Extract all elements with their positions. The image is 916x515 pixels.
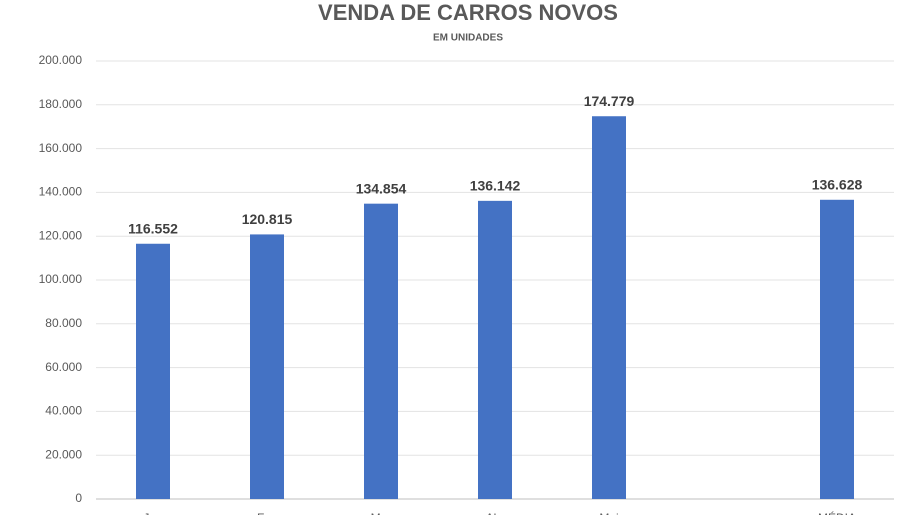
x-tick-label: Fev — [257, 511, 277, 515]
y-tick-label: 160.000 — [39, 141, 83, 155]
value-label: 134.854 — [356, 180, 407, 196]
x-tick-label: Mar — [371, 511, 392, 515]
y-tick-label: 60.000 — [45, 360, 82, 374]
x-tick-label: Mai — [599, 511, 618, 515]
y-tick-label: 40.000 — [45, 404, 82, 418]
y-tick-label: 200.000 — [39, 53, 83, 67]
y-tick-label: 180.000 — [39, 97, 83, 111]
bar — [592, 116, 626, 499]
bar — [364, 203, 398, 499]
y-tick-label: 120.000 — [39, 228, 83, 242]
y-tick-label: 80.000 — [45, 316, 82, 330]
chart-title: VENDA DE CARROS NOVOS — [318, 0, 618, 25]
value-label: 136.142 — [470, 178, 521, 194]
y-tick-label: 0 — [75, 491, 82, 505]
bar — [136, 243, 170, 499]
chart-subtitle: EM UNIDADES — [433, 33, 503, 44]
value-label: 136.628 — [812, 176, 863, 192]
bar — [250, 234, 284, 499]
x-tick-label: MÉDIA — [818, 510, 856, 515]
value-label: 116.552 — [128, 220, 178, 236]
x-tick-label: Jan — [143, 511, 162, 515]
x-tick-label: Abr — [486, 511, 505, 515]
bar — [478, 200, 512, 500]
y-tick-label: 100.000 — [39, 272, 83, 286]
value-label: 120.815 — [242, 211, 293, 227]
bar — [820, 199, 854, 500]
y-tick-label: 140.000 — [39, 185, 83, 199]
y-tick-label: 20.000 — [45, 447, 82, 461]
value-label: 174.779 — [584, 93, 635, 109]
